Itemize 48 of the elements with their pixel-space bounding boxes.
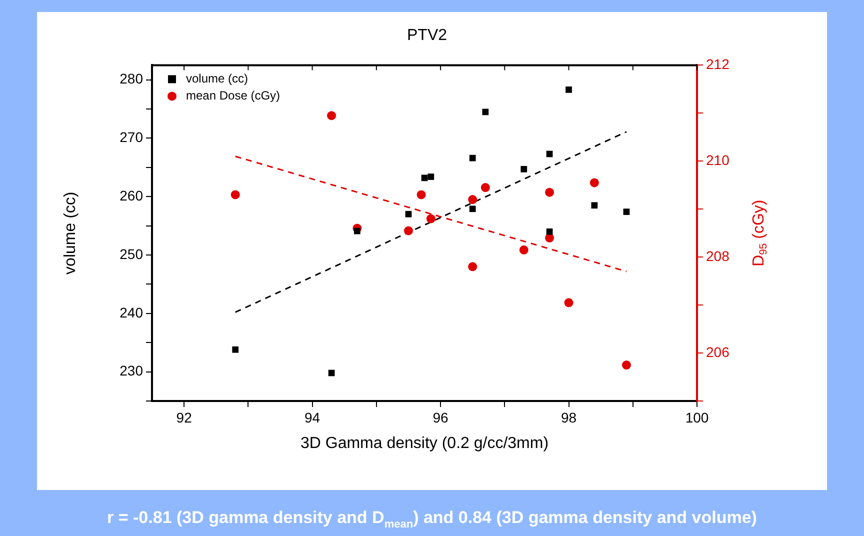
y2-tick-label: 206: [706, 344, 730, 360]
point: [421, 174, 428, 182]
x-tick-label: 96: [432, 409, 449, 426]
point: [482, 108, 489, 116]
point: [354, 228, 360, 234]
y-tick-label: 230: [120, 362, 144, 379]
point: [468, 262, 478, 272]
point: [404, 226, 413, 236]
y-tick-label: 240: [120, 304, 144, 320]
x-tick-label: 94: [304, 409, 320, 426]
y2-tick-label: 208: [706, 248, 730, 264]
point: [590, 178, 599, 188]
legend-label: volume (cc): [186, 72, 248, 86]
point: [545, 188, 554, 197]
point: [469, 154, 476, 162]
x-tick-label: 98: [560, 409, 577, 426]
y-tick-label: 250: [120, 246, 144, 262]
legend-label: mean Dose (cGy): [186, 88, 280, 103]
point: [520, 166, 528, 172]
point: [546, 228, 553, 235]
point: [468, 195, 478, 204]
y-tick-label: 280: [120, 70, 144, 87]
point: [327, 111, 336, 120]
point: [232, 346, 239, 353]
point: [469, 206, 476, 212]
y2-tick-label: 210: [706, 152, 730, 168]
point: [405, 210, 412, 218]
x-axis-title: 3D Gamma density (0.2 g/cc/3mm): [300, 434, 549, 452]
y-tick-label: 270: [120, 129, 144, 146]
y-tick-label: 260: [120, 187, 144, 204]
point: [428, 174, 434, 180]
text: r = -0.81 (3D gamma density and D$_{mean}$) and 0.84 (3D gamma density and volume): [106, 508, 758, 530]
y2-tick-label: 212: [706, 56, 730, 72]
point: [564, 298, 574, 308]
x-tick-label: 100: [685, 409, 709, 426]
point: [426, 214, 436, 224]
y-axis-title: volume (cc): [62, 192, 80, 274]
y2-axis-title: D95 (cGy): [750, 200, 770, 266]
point: [623, 208, 630, 215]
point: [230, 190, 240, 200]
point: [519, 245, 528, 254]
point: [622, 360, 631, 370]
chart-title: PTV2: [406, 27, 448, 44]
point: [416, 190, 426, 200]
x-tick-label: 92: [176, 409, 192, 426]
point: [591, 202, 598, 209]
point: [566, 86, 572, 93]
point: [480, 183, 490, 192]
